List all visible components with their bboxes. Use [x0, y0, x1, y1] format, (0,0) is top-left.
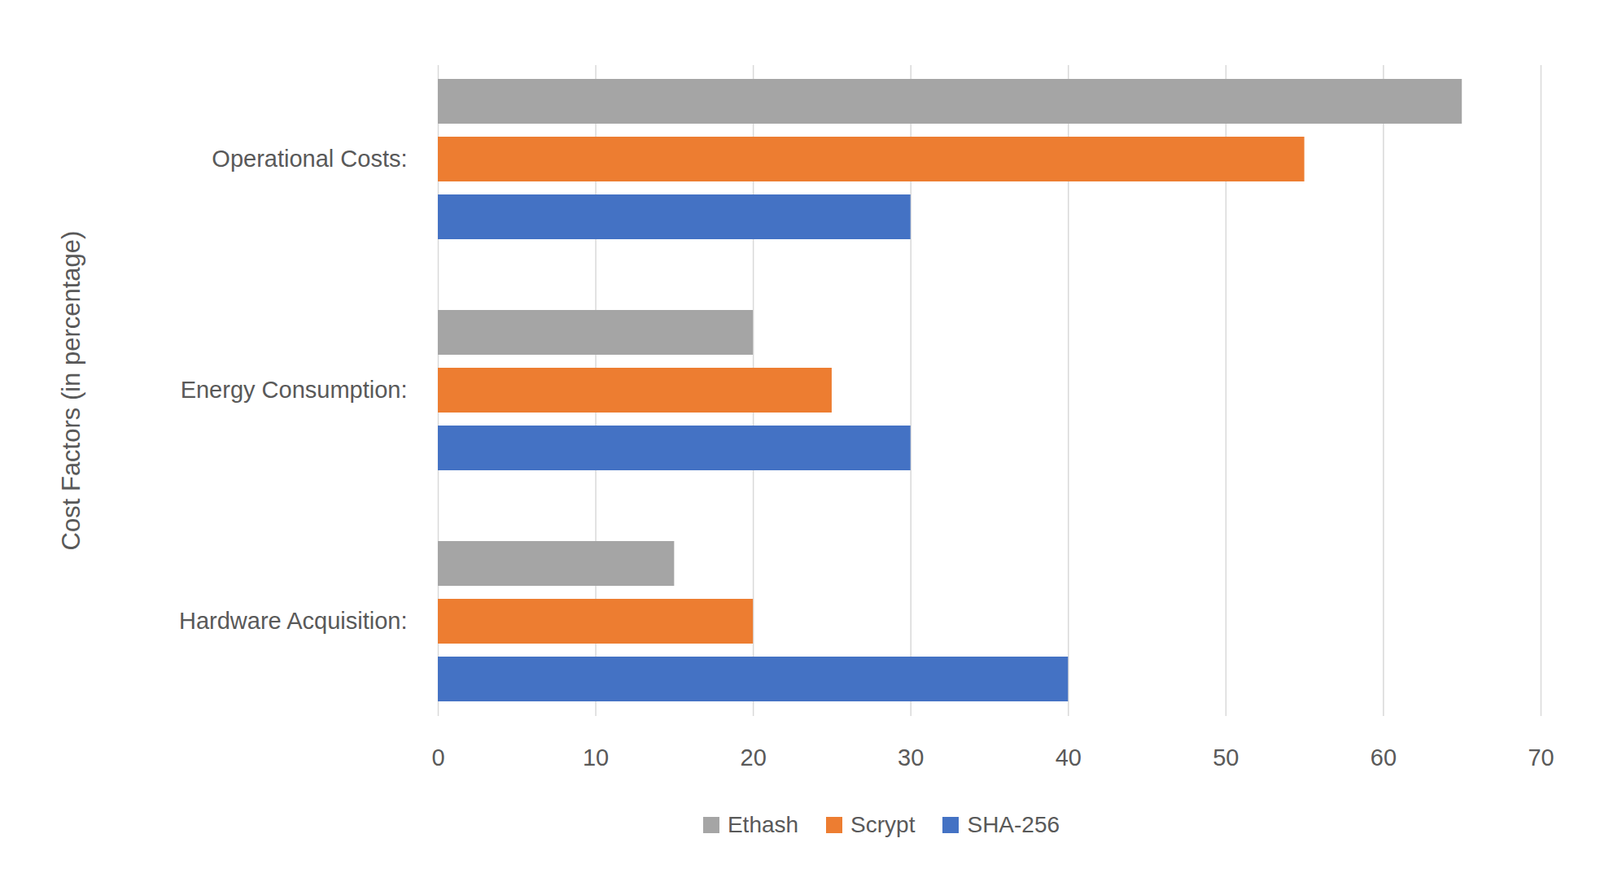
- svg-text:20: 20: [740, 744, 767, 771]
- svg-text:30: 30: [897, 744, 924, 771]
- svg-text:50: 50: [1212, 744, 1239, 771]
- svg-text:Energy Consumption:: Energy Consumption:: [180, 376, 408, 403]
- html-text:SHA-256: SHA-256: [967, 812, 1060, 838]
- svg-text:0: 0: [431, 744, 445, 771]
- html-text:Ethash: Ethash: [727, 812, 799, 838]
- svg-text:Operational Costs:: Operational Costs:: [211, 145, 407, 172]
- svg-text:10: 10: [582, 744, 609, 771]
- html-text:Cost Factors (in percentage): Cost Factors (in percentage): [56, 230, 86, 551]
- svg-text:40: 40: [1055, 744, 1082, 771]
- svg-text:Hardware Acquisition:: Hardware Acquisition:: [179, 607, 407, 634]
- html-text:Scrypt: Scrypt: [850, 812, 916, 838]
- svg-text:70: 70: [1527, 744, 1554, 771]
- svg-text:60: 60: [1370, 744, 1397, 771]
